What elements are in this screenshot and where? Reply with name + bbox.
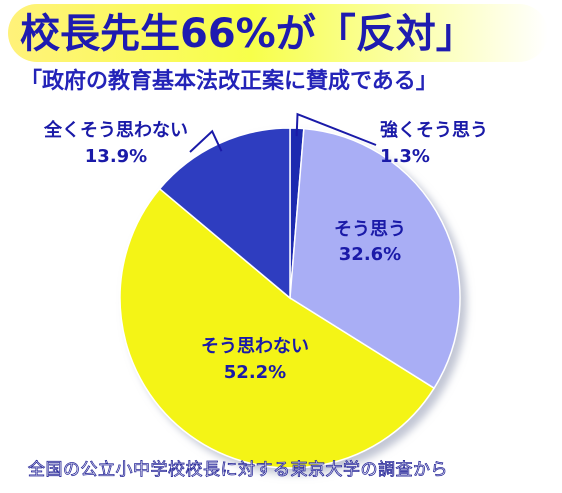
title-band (8, 4, 548, 62)
pie-slices (119, 127, 461, 469)
slice-label-2: そう思う (334, 219, 406, 240)
leader-lines (189, 112, 377, 153)
slice-value-4: 13.9% (85, 146, 147, 167)
leader-line-1 (295, 112, 377, 146)
slice-label-4: 全くそう思わない (43, 119, 188, 141)
pie-slice-3 (119, 187, 436, 469)
chart-title: 校長先生66%が「反対」 (20, 11, 476, 57)
source-note: 全国の公立小中学校校長に対する東京大学の調査から (28, 460, 448, 481)
pie-slice-2 (289, 127, 461, 390)
chart-subtitle: 「政府の教育基本法改正案に賛成である」 (20, 69, 438, 94)
slice-value-3: 52.2% (224, 362, 286, 383)
slice-label-3: そう思わない (201, 336, 309, 357)
slice-value-2: 32.6% (339, 244, 401, 265)
slice-value-1: 1.3% (380, 146, 430, 167)
slice-labels: 強くそう思う 1.3% そう思う 32.6% そう思わない 52.2% 全くそう思わない 13… (43, 119, 488, 383)
slice-label-1: 強くそう思う (380, 119, 488, 141)
leader-line-4 (189, 129, 223, 153)
